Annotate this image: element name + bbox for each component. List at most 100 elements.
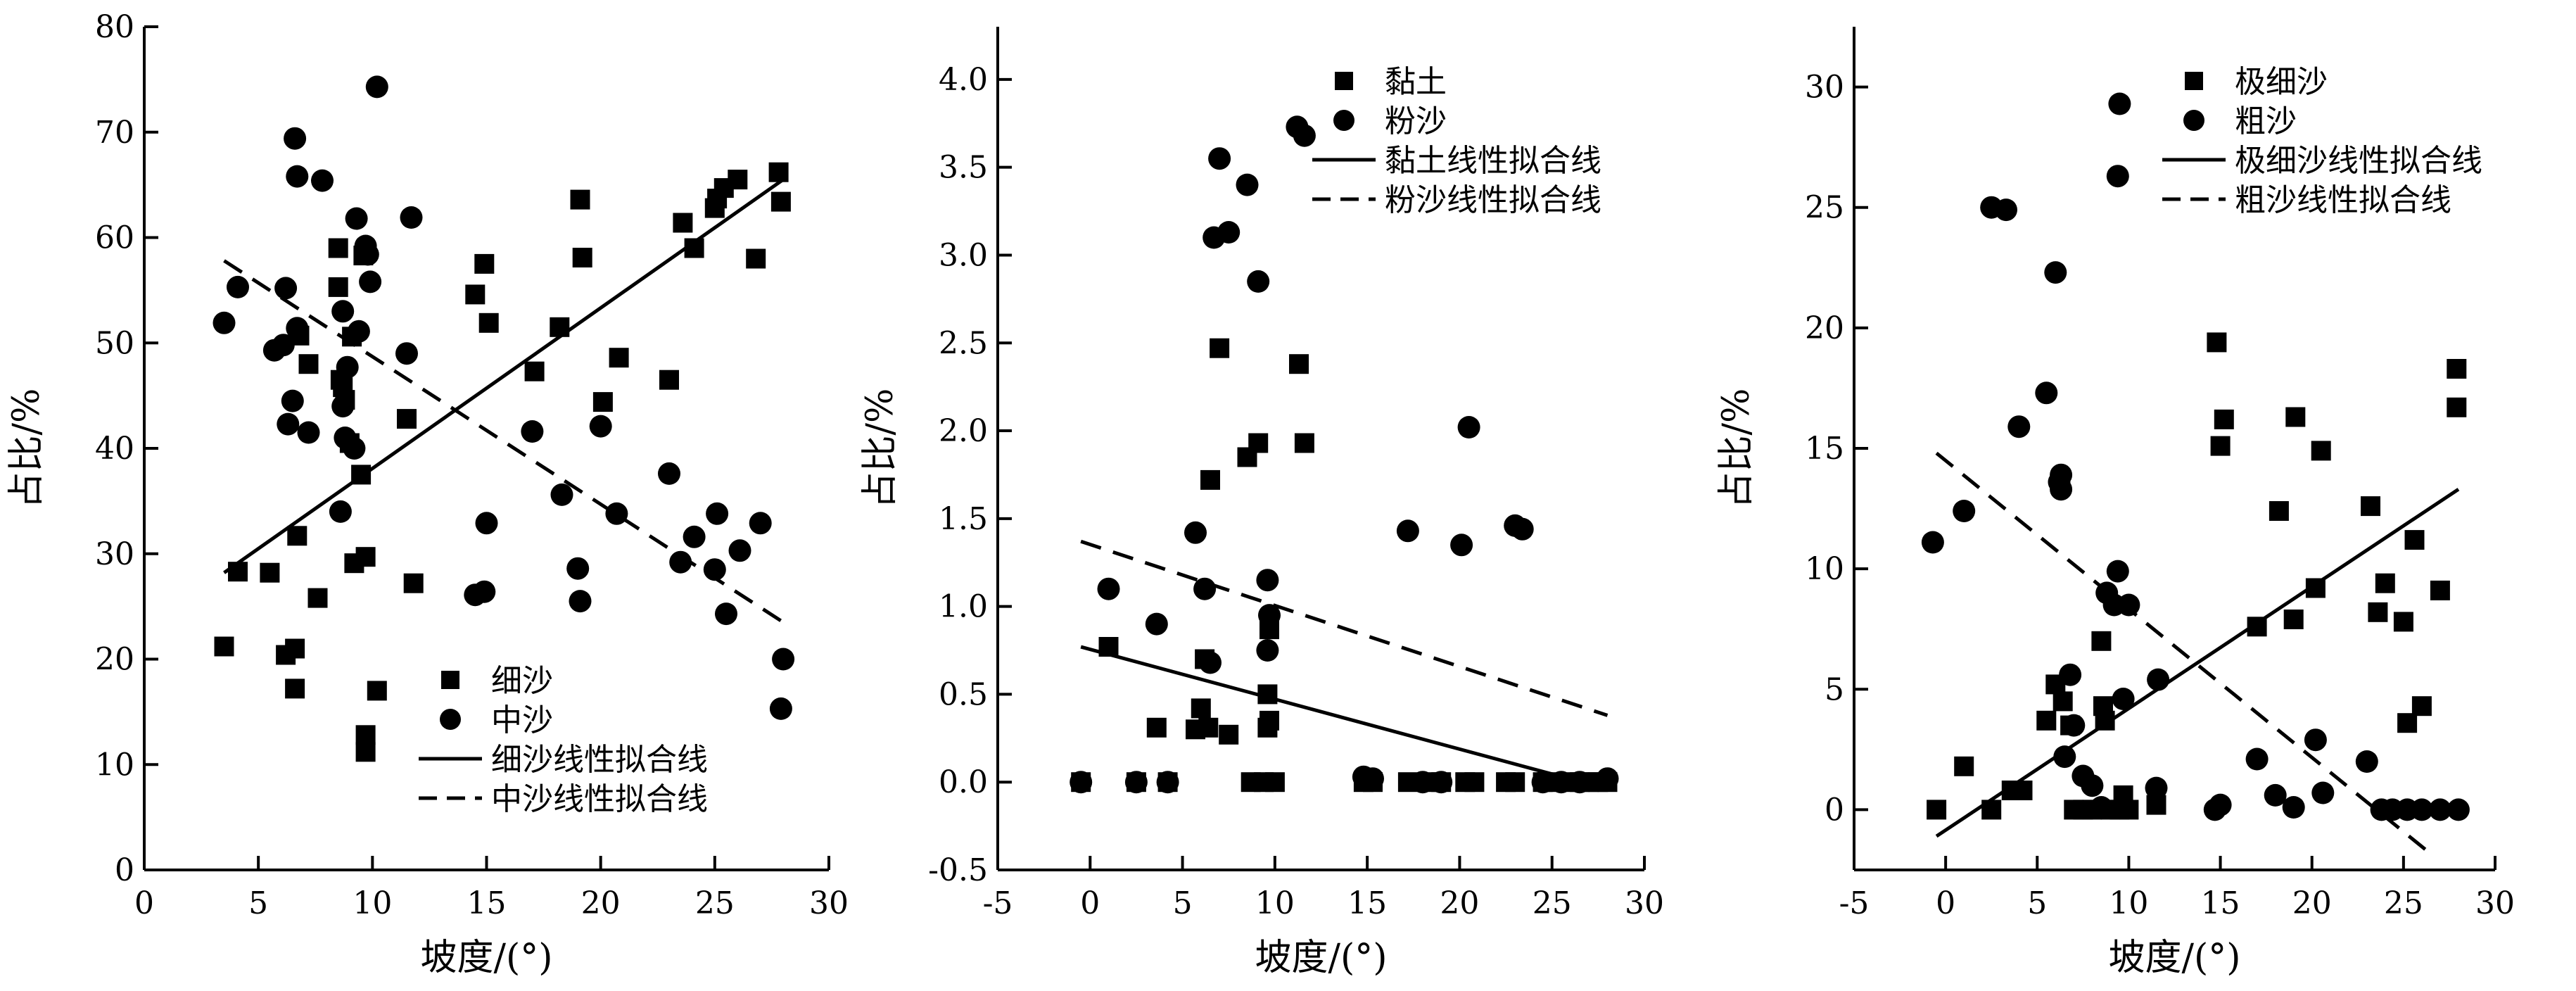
x-tick-label: 5 (248, 885, 268, 921)
data-point-square (570, 189, 590, 210)
data-point-circle (1293, 124, 1316, 147)
y-tick-label: 15 (1805, 431, 1844, 467)
data-point-circle (1396, 519, 1419, 543)
data-point-circle (569, 590, 592, 613)
data-point-circle (2147, 668, 2170, 691)
data-point-circle (274, 277, 298, 300)
x-axis-title: 坡度/(°) (420, 937, 552, 979)
data-point-circle (1193, 577, 1217, 600)
data-point-circle (286, 165, 309, 188)
data-point-square (2283, 610, 2304, 629)
y-tick-label: 10 (1805, 551, 1844, 587)
data-point-square (2247, 617, 2267, 637)
data-point-square (728, 170, 748, 190)
data-point-square (1198, 717, 1219, 738)
data-point-circle (1199, 651, 1222, 674)
data-point-circle (1921, 531, 1944, 554)
data-point-circle (2355, 750, 2378, 773)
legend-marker-square (1335, 72, 1353, 90)
data-point-circle (2050, 463, 2073, 486)
data-point-square (328, 277, 348, 297)
data-point-circle (2090, 796, 2113, 819)
data-point-circle (212, 311, 236, 334)
chart-panel-2: -5 0 5 10 15 20 25 30 -0.5 0.0 0.5 1.0 1.5 2.0 2.5 3.0 3… (859, 27, 1664, 979)
fit-line-solid (1935, 488, 2460, 838)
data-point-circle (2428, 798, 2451, 821)
data-point-square (328, 238, 348, 258)
data-point-square (2375, 573, 2395, 593)
series-circle (1070, 115, 1619, 794)
data-point-square (1464, 772, 1485, 793)
data-point-circle (311, 169, 334, 192)
data-point-circle (2282, 796, 2305, 819)
data-point-circle (669, 550, 692, 574)
data-point-circle (1450, 534, 1473, 557)
x-tick-label: 15 (467, 885, 507, 921)
data-point-circle (475, 512, 498, 535)
legend-label: 粗沙线性拟合线 (2235, 182, 2451, 218)
data-point-square (1191, 698, 1211, 719)
legend-label: 黏土 (1385, 64, 1447, 100)
data-point-circle (347, 320, 370, 343)
data-point-circle (1549, 771, 1573, 794)
data-point-square (367, 681, 387, 701)
data-point-circle (2117, 593, 2140, 617)
legend-label: 细沙线性拟合线 (491, 742, 708, 778)
y-tick-label: 3.0 (939, 237, 988, 273)
legend-label: 粉沙 (1385, 103, 1447, 139)
data-point-circle (2245, 747, 2269, 771)
data-point-circle (1247, 270, 1270, 293)
data-point-circle (284, 127, 307, 150)
y-tick-label: 0 (115, 852, 134, 888)
data-point-circle (331, 300, 355, 323)
y-tick-label: 5 (1825, 671, 1844, 707)
x-axis-title: 坡度/(°) (1255, 937, 1387, 979)
data-point-square (2368, 602, 2388, 622)
data-point-circle (1457, 416, 1480, 438)
x-tick-label: 25 (2384, 885, 2423, 921)
y-tick-label: 50 (95, 325, 134, 361)
y-tick-label: 60 (95, 220, 134, 256)
y-tick-label: 1.5 (939, 501, 988, 537)
y-tick-label: 0.0 (939, 764, 988, 800)
data-point-square (1294, 433, 1314, 453)
data-point-square (2447, 359, 2467, 379)
data-point-square (355, 742, 376, 762)
legend-label: 粗沙 (2235, 103, 2297, 139)
legend-marker-circle (440, 709, 461, 730)
data-point-square (746, 248, 766, 269)
data-point-circle (1362, 767, 1384, 790)
data-point-circle (2081, 774, 2104, 797)
data-point-square (2012, 781, 2033, 800)
x-tick-label: 15 (1347, 885, 1387, 921)
x-tick-label: 30 (2475, 885, 2515, 921)
data-point-square (1289, 354, 1309, 374)
data-point-square (1248, 433, 1269, 453)
y-tick-label: 70 (95, 115, 134, 151)
legend-label: 中沙线性拟合线 (491, 781, 708, 817)
data-point-circle (2209, 793, 2232, 816)
y-tick-label: 0.5 (939, 676, 988, 712)
y-tick-label: 20 (1805, 310, 1844, 346)
data-point-circle (395, 342, 418, 365)
data-point-circle (1184, 521, 1207, 544)
x-tick-label: 0 (1080, 885, 1100, 921)
data-point-circle (550, 483, 573, 506)
data-point-square (2285, 407, 2306, 427)
data-point-circle (1070, 771, 1093, 794)
data-point-circle (359, 270, 382, 293)
data-point-circle (1124, 771, 1148, 794)
data-point-square (2095, 710, 2115, 731)
data-point-circle (1531, 771, 1554, 794)
data-point-circle (1995, 198, 2017, 222)
data-point-circle (2044, 261, 2067, 284)
chart-panel-3: -5 0 5 10 15 20 25 30 0 5 10 15 20 25 30 坡度/(°) 占比/% 极细沙粗… (1715, 27, 2515, 979)
chart-panel-1: 0 5 10 15 20 25 30 0 10 20 30 40 50 60 70 80 坡度/(°) 占比/% 细… (6, 9, 849, 979)
data-point-square (1098, 637, 1119, 657)
data-point-square (2447, 397, 2467, 417)
x-tick-label: 5 (1173, 885, 1193, 921)
data-point-square (768, 162, 789, 182)
data-point-circle (749, 512, 772, 535)
x-axis-title: 坡度/(°) (2108, 937, 2240, 979)
